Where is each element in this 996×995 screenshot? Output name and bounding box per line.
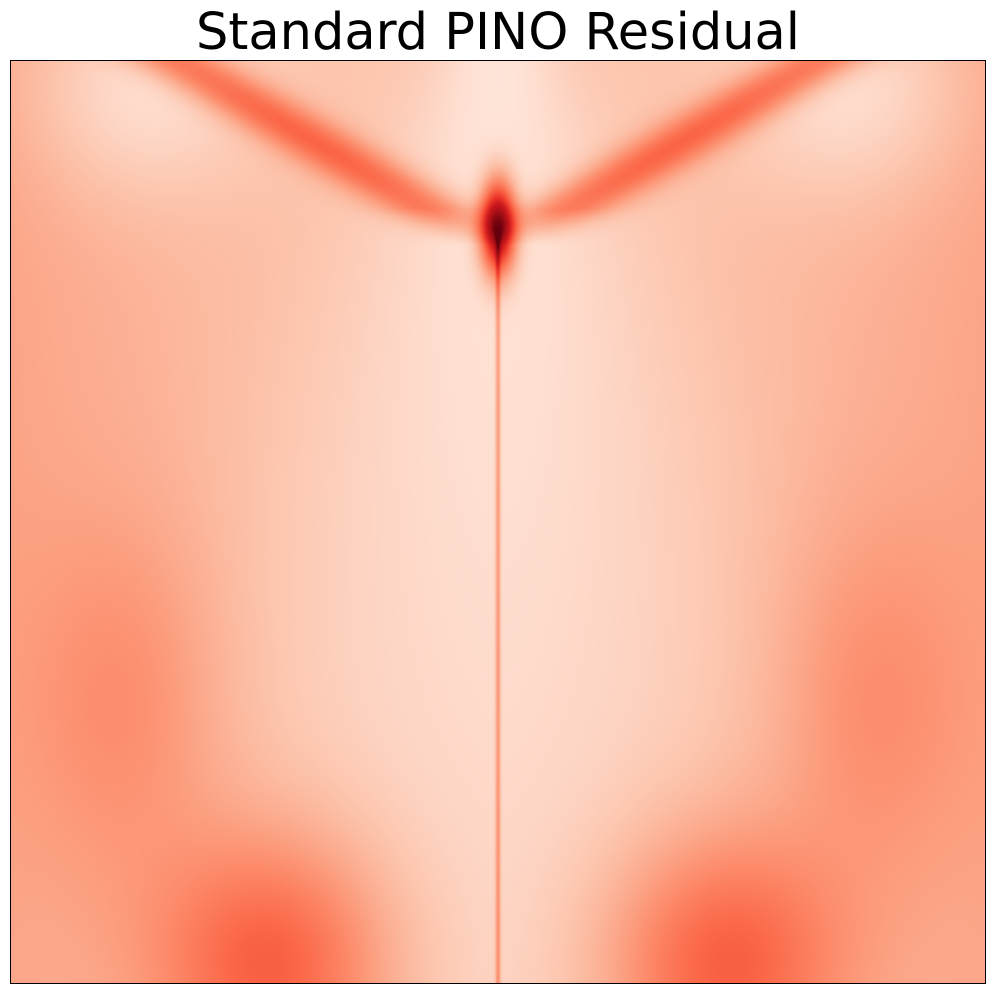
heatmap-image — [11, 61, 985, 983]
chart-title: Standard PINO Residual — [196, 3, 800, 62]
plot-area — [10, 60, 986, 984]
